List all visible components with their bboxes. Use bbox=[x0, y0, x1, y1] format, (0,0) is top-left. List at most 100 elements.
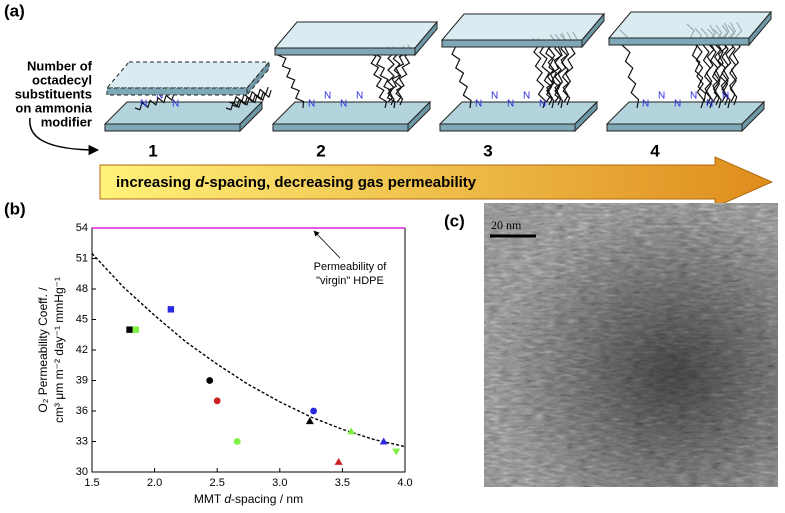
nitrogen-atom: N bbox=[340, 99, 347, 110]
clay-face bbox=[273, 21, 439, 49]
arrow-text-part: -spacing, decreasing gas permeability bbox=[204, 174, 476, 191]
y-tick-label: 30 bbox=[76, 466, 88, 478]
clay-side bbox=[246, 60, 270, 97]
alkyl-chain bbox=[134, 92, 175, 111]
annotation-arrow bbox=[313, 230, 341, 259]
alkyl-chain bbox=[447, 40, 472, 109]
nitrogen-atom: N bbox=[475, 99, 482, 110]
clay-side bbox=[748, 10, 772, 47]
clay-edge bbox=[104, 123, 241, 132]
panel-label: (b) bbox=[4, 199, 26, 218]
data-point bbox=[334, 457, 343, 465]
clay-side bbox=[414, 20, 438, 57]
alkyl-chain bbox=[225, 92, 266, 111]
panel-a: (a) increasing d-spacing, decreasing gas… bbox=[4, 1, 774, 208]
x-axis-title: MMT d-spacing / nm bbox=[194, 492, 303, 506]
clay-edge bbox=[439, 123, 576, 132]
y-tick-label: 42 bbox=[76, 344, 88, 356]
clay-edge bbox=[272, 123, 409, 132]
reference-label: "virgin" HDPE bbox=[316, 275, 384, 287]
x-axis-title-part: MMT bbox=[194, 492, 224, 506]
data-point bbox=[379, 437, 388, 445]
clay-edge bbox=[274, 47, 416, 56]
nitrogen-atom: N bbox=[523, 91, 530, 102]
clay-side bbox=[581, 12, 605, 49]
y-tick-label: 33 bbox=[76, 435, 88, 447]
clay-edge bbox=[106, 87, 248, 96]
progress-arrow bbox=[99, 156, 774, 208]
nitrogen-atom: N bbox=[674, 99, 681, 110]
y-axis-title: cm³ μm m⁻² day⁻¹ mmHg⁻¹ bbox=[52, 277, 66, 423]
nitrogen-atom: N bbox=[156, 91, 163, 102]
clay-edge bbox=[608, 37, 750, 46]
nitrogen-atom: N bbox=[491, 91, 498, 102]
nitrogen-atom: N bbox=[324, 91, 331, 102]
panel-label: (a) bbox=[4, 1, 25, 20]
nitrogen-atom: N bbox=[658, 91, 665, 102]
y-axis-title: O₂ Permeability Coeff. / bbox=[36, 287, 50, 413]
modifier-note: substituents bbox=[15, 86, 92, 101]
data-point bbox=[305, 417, 314, 425]
clay-face bbox=[607, 11, 773, 39]
clay-edge bbox=[606, 123, 743, 132]
clay-edge bbox=[441, 39, 583, 48]
data-point bbox=[126, 326, 133, 333]
clay-face bbox=[105, 61, 271, 89]
clay-side bbox=[407, 100, 431, 133]
x-tick-label: 4.0 bbox=[397, 477, 412, 489]
pointer-arrow bbox=[29, 117, 100, 156]
panel-b: (b) 30 33 36 39 42 45 48 51 54 1.5 2.0 2.5 3.0 3.5 4.0… bbox=[4, 199, 413, 506]
alkyl-chain bbox=[277, 54, 305, 109]
nitrogen-atom: N bbox=[308, 99, 315, 110]
clay-face bbox=[438, 101, 599, 125]
alkyl-chain bbox=[368, 51, 388, 109]
clay-side bbox=[574, 100, 598, 133]
alkyl-chain bbox=[372, 52, 396, 109]
clay-side bbox=[239, 100, 263, 133]
reference-label: Permeability of bbox=[314, 261, 388, 273]
stage-number: 2 bbox=[316, 141, 325, 160]
alkyl-chain bbox=[531, 37, 546, 109]
nitrogen-atom: N bbox=[172, 99, 179, 110]
x-tick-label: 2.5 bbox=[210, 477, 225, 489]
panel-label: (c) bbox=[444, 211, 465, 230]
arrow-text-part: increasing bbox=[116, 174, 195, 191]
modifier-note: modifier bbox=[41, 114, 92, 129]
data-point bbox=[206, 377, 214, 384]
nitrogen-atom: N bbox=[356, 91, 363, 102]
x-tick-label: 3.5 bbox=[335, 477, 350, 489]
data-point bbox=[213, 397, 221, 405]
x-tick-label: 1.5 bbox=[84, 477, 99, 489]
y-tick-label: 39 bbox=[76, 374, 88, 386]
arrow-text: increasing d-spacing, decreasing gas per… bbox=[116, 174, 477, 191]
data-point bbox=[347, 427, 356, 435]
modifier-note: octadecyl bbox=[32, 72, 92, 87]
clay-side bbox=[741, 100, 765, 133]
nitrogen-atom: N bbox=[140, 99, 147, 110]
nitrogen-atom: N bbox=[706, 99, 713, 110]
x-tick-label: 2.0 bbox=[147, 477, 162, 489]
clay-face bbox=[605, 101, 766, 125]
arrow-text-part: d bbox=[195, 174, 205, 191]
clay-face bbox=[103, 101, 264, 125]
alkyl-chain bbox=[537, 38, 555, 109]
modifier-note: on ammonia bbox=[15, 100, 92, 115]
alkyl-chain bbox=[387, 46, 395, 106]
modifier-note: Number of bbox=[27, 58, 93, 73]
nitrogen-atom: N bbox=[539, 99, 546, 110]
clay-face bbox=[271, 101, 432, 125]
y-tick-label: 36 bbox=[76, 405, 88, 417]
y-tick-label: 51 bbox=[76, 252, 88, 264]
panel-c: (c) 20 nm bbox=[444, 203, 778, 487]
stage-number: 4 bbox=[650, 141, 660, 160]
data-point bbox=[167, 306, 175, 313]
data-point bbox=[392, 448, 401, 456]
x-axis-title-part: d bbox=[224, 492, 231, 506]
data-point bbox=[132, 326, 140, 333]
stage-number: 3 bbox=[483, 141, 492, 160]
nitrogen-atom: N bbox=[642, 99, 649, 110]
x-axis-title-part: -spacing / nm bbox=[231, 492, 303, 506]
nitrogen-atom: N bbox=[507, 99, 514, 110]
x-tick-label: 3.0 bbox=[272, 477, 287, 489]
alkyl-chain bbox=[392, 46, 404, 106]
